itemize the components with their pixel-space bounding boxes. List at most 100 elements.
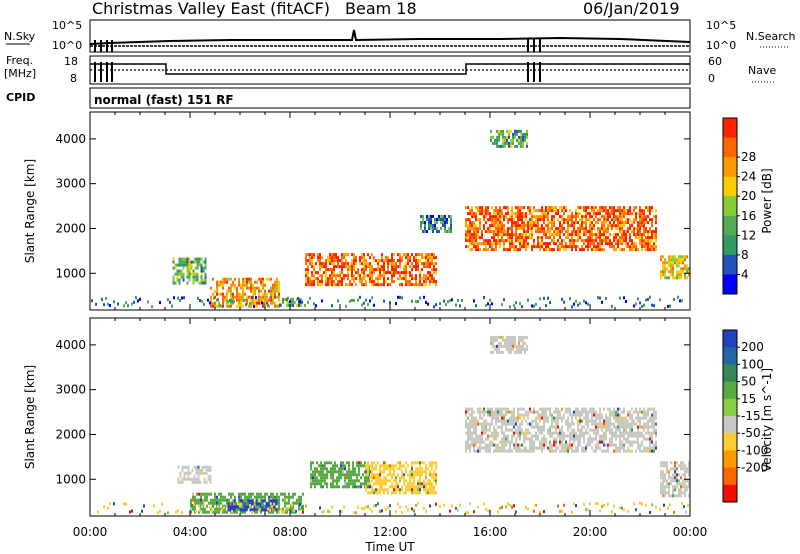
power-cell — [483, 215, 485, 219]
power-cell — [579, 212, 581, 216]
velocity-cell — [521, 419, 523, 423]
power-cell — [551, 248, 553, 252]
velocity-cell — [320, 470, 322, 474]
velocity-colorbar-swatch — [723, 484, 737, 503]
velocity-cell — [641, 502, 643, 506]
velocity-cell — [643, 449, 645, 453]
power-cell — [489, 212, 491, 216]
power-cell — [202, 281, 205, 285]
velocity-cell — [517, 449, 519, 453]
power-cell — [479, 209, 481, 213]
velocity-cell — [683, 505, 685, 509]
power-cell — [389, 283, 391, 287]
velocity-cell — [539, 510, 541, 514]
power-cell — [309, 280, 311, 284]
power-cell — [355, 283, 357, 287]
power-cell — [543, 212, 545, 216]
velocity-cell — [599, 437, 601, 441]
velocity-cell — [495, 419, 497, 423]
velocity-cell — [505, 413, 507, 417]
velocity-cell — [631, 428, 633, 432]
power-cell — [539, 218, 541, 222]
power-cell — [405, 271, 407, 275]
power-cell — [279, 303, 281, 307]
velocity-cell — [561, 431, 563, 435]
velocity-cell — [655, 431, 657, 435]
velocity-cell — [662, 488, 664, 492]
power-cell — [676, 276, 678, 280]
power-cell — [413, 277, 415, 281]
velocity-cell — [367, 461, 369, 465]
power-cell — [511, 221, 513, 225]
velocity-cell — [371, 467, 373, 471]
velocity-cell — [475, 428, 477, 432]
velocity-cell — [549, 428, 551, 432]
velocity-cell — [310, 467, 312, 471]
power-cell — [497, 233, 499, 237]
velocity-cell — [471, 437, 473, 441]
power-cell — [433, 262, 435, 266]
power-cell — [511, 236, 513, 240]
power-cell — [647, 233, 649, 237]
velocity-cell — [623, 508, 625, 512]
power-cell — [325, 265, 327, 269]
power-cell — [325, 268, 327, 272]
velocity-cell — [535, 419, 537, 423]
velocity-cell — [203, 477, 206, 481]
velocity-cell — [599, 425, 601, 429]
power-cell — [489, 215, 491, 219]
power-cell — [383, 299, 385, 303]
power-cell — [639, 230, 641, 234]
velocity-cell — [183, 471, 186, 475]
power-cell — [565, 236, 567, 240]
velocity-cell — [509, 428, 511, 432]
velocity-cell — [391, 464, 393, 468]
power-cell — [643, 227, 645, 231]
velocity-cell — [258, 492, 260, 496]
velocity-cell — [264, 510, 266, 514]
power-cell — [647, 209, 649, 213]
power-cell — [631, 230, 633, 234]
velocity-cell — [341, 510, 343, 514]
power-cell — [631, 239, 633, 243]
power-cell — [351, 274, 353, 278]
velocity-cell — [587, 416, 589, 420]
velocity-cell — [621, 410, 623, 414]
power-cell — [421, 277, 423, 281]
power-cell — [397, 295, 399, 299]
power-cell — [526, 141, 528, 145]
velocity-cell — [517, 428, 519, 432]
power-cell — [123, 304, 125, 308]
power-cell — [270, 286, 272, 290]
velocity-cell — [324, 461, 326, 465]
cpid-strip: CPID normal (fast) 151 RF — [6, 87, 691, 109]
velocity-cell — [623, 410, 625, 414]
velocity-cell — [246, 498, 248, 502]
velocity-cell — [539, 428, 541, 432]
velocity-cell — [662, 470, 664, 474]
velocity-cell — [524, 350, 526, 354]
power-cell — [567, 245, 569, 249]
power-cell — [527, 206, 529, 210]
power-cell — [569, 297, 571, 301]
velocity-cell — [581, 449, 583, 453]
velocity-cell — [391, 467, 393, 471]
velocity-cell — [571, 511, 573, 514]
power-cell — [423, 262, 425, 266]
velocity-cell — [322, 467, 324, 471]
power-cell — [541, 230, 543, 234]
power-cell — [477, 248, 479, 252]
power-cell — [266, 298, 268, 302]
power-cell — [625, 300, 627, 303]
velocity-colorbar-label: Velocity [m s^-1] — [760, 368, 774, 472]
power-cell — [553, 242, 555, 246]
velocity-cell — [399, 505, 401, 509]
power-cell — [490, 135, 492, 139]
power-cell — [292, 297, 294, 301]
power-cell — [475, 239, 477, 243]
power-cell — [497, 236, 499, 240]
velocity-cell — [617, 422, 619, 426]
velocity-cell — [555, 428, 557, 432]
velocity-colorbar-tick-label: -50 — [741, 426, 761, 440]
power-cell — [635, 236, 637, 240]
